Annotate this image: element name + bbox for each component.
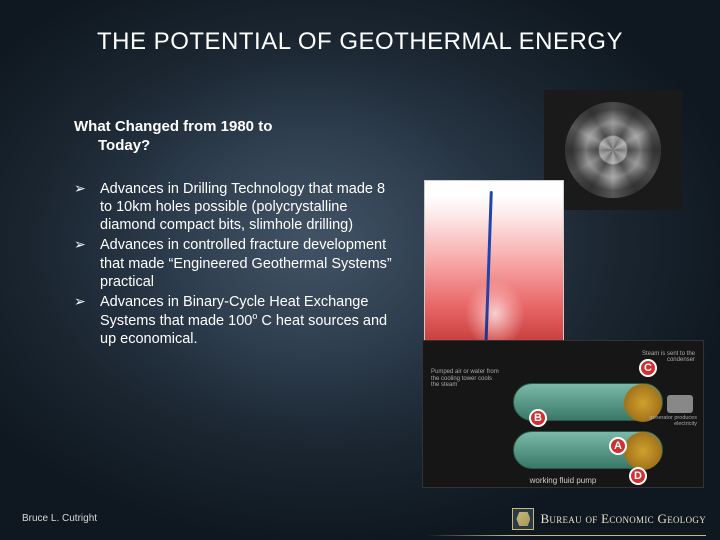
diagram-label-top-right: Steam is sent to the condenser [625,351,695,363]
bullet-item-3: Advances in Binary-Cycle Heat Exchange S… [74,293,394,348]
footer-logo: Bureau of Economic Geology [512,504,706,534]
image-drill-bit [544,90,682,210]
footer-org-prefix: Bureau of [540,511,597,526]
footer-logo-underline [426,535,706,536]
footer-org-text: Bureau of Economic Geology [540,511,706,527]
slide-title: THE POTENTIAL OF GEOTHERMAL ENERGY [0,28,720,56]
subtitle-line-1: What Changed from 1980 to [74,118,272,135]
bullet-list: Advances in Drilling Technology that mad… [74,180,394,350]
diagram-badge-b: B [529,409,547,427]
generator-icon [667,395,693,413]
image-wellbore-cross-section [424,180,564,360]
slide-subtitle: What Changed from 1980 to Today? [74,118,374,156]
bullet-text-2: Advances in controlled fracture developm… [100,237,392,289]
beg-logo-icon [512,508,534,530]
cylinder-cutaway-icon [624,432,662,470]
footer-author: Bruce L. Cutright [22,513,97,524]
image-heat-exchanger-diagram: Pumped air or water from the cooling tow… [422,340,704,488]
bullet-item-1: Advances in Drilling Technology that mad… [74,180,394,234]
diagram-label-generator: generator produces electricity [647,415,697,427]
drill-bit-icon [565,102,661,198]
bullet-item-2: Advances in controlled fracture developm… [74,236,394,290]
diagram-badge-c: C [639,359,657,377]
footer-org-main: Economic Geology [598,511,706,526]
bullet-text-1: Advances in Drilling Technology that mad… [100,181,385,233]
fracture-plume-icon [465,279,525,349]
diagram-label-top-left: Pumped air or water from the cooling tow… [431,369,501,389]
heat-exchanger-cylinder-bottom [513,431,663,469]
subtitle-line-2: Today? [74,137,374,156]
diagram-caption: working fluid pump [423,476,703,485]
diagram-badge-a: A [609,437,627,455]
